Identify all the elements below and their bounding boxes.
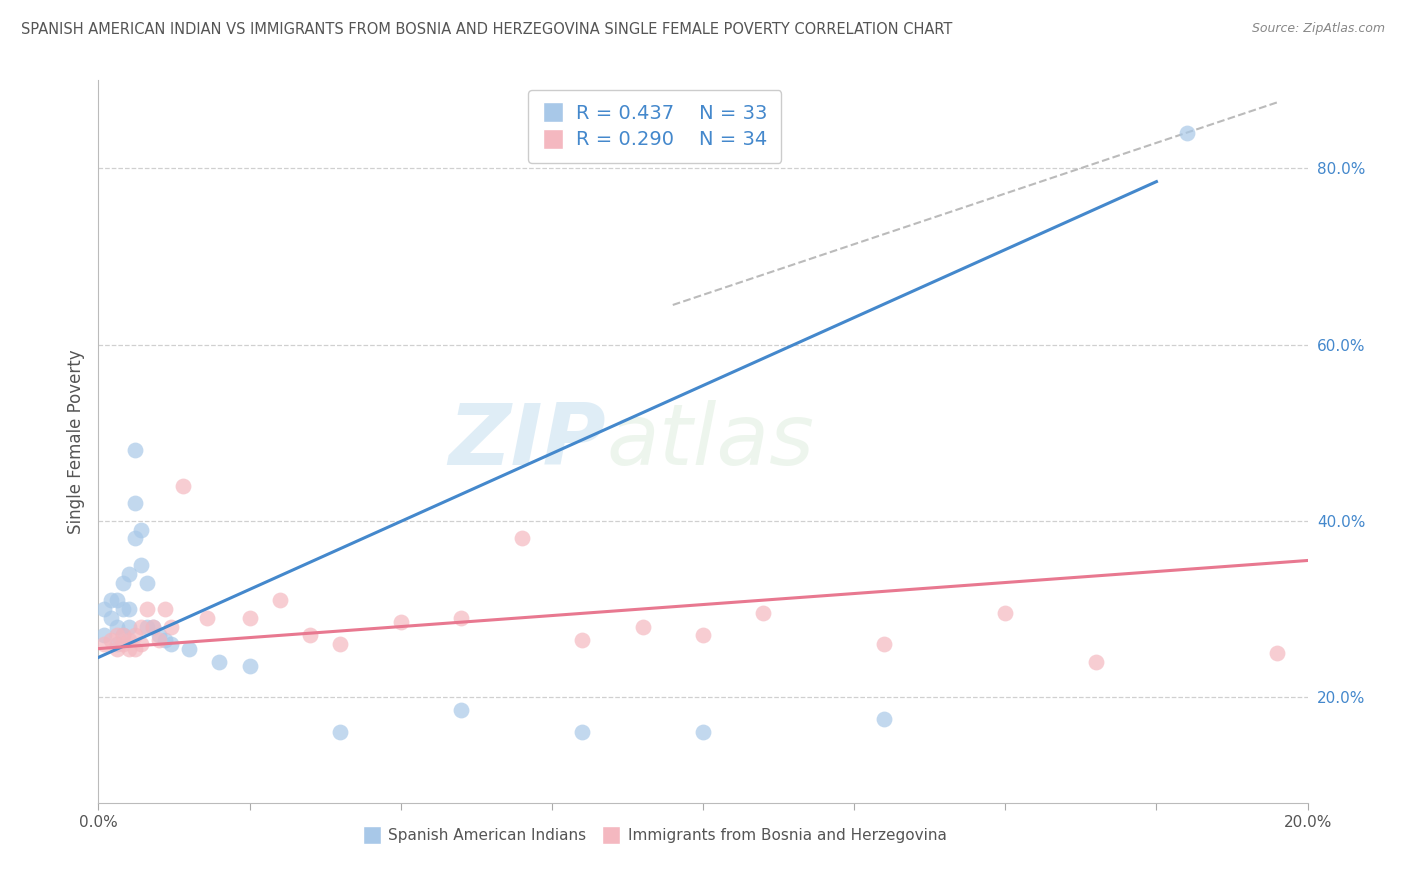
Point <box>105 628 128 642</box>
Legend: Spanish American Indians, Immigrants from Bosnia and Herzegovina: Spanish American Indians, Immigrants fro… <box>356 822 953 849</box>
Y-axis label: Single Female Poverty: Single Female Poverty <box>66 350 84 533</box>
Point <box>389 615 412 630</box>
Point <box>111 637 134 651</box>
Point <box>571 632 593 647</box>
Point <box>100 611 122 625</box>
Point <box>239 659 262 673</box>
Point <box>100 632 122 647</box>
Point <box>124 496 146 510</box>
Point <box>135 602 157 616</box>
Point <box>118 632 141 647</box>
Point <box>111 628 134 642</box>
Point <box>118 641 141 656</box>
Point <box>153 632 176 647</box>
Point <box>129 523 152 537</box>
Point <box>195 611 218 625</box>
Point <box>571 725 593 739</box>
Point <box>1085 655 1108 669</box>
Point <box>148 628 170 642</box>
Text: Source: ZipAtlas.com: Source: ZipAtlas.com <box>1251 22 1385 36</box>
Point <box>124 532 146 546</box>
Point <box>118 602 141 616</box>
Point <box>208 655 231 669</box>
Point <box>873 712 896 726</box>
Point <box>105 619 128 633</box>
Point <box>172 478 194 492</box>
Text: ZIP: ZIP <box>449 400 606 483</box>
Point <box>105 637 128 651</box>
Point <box>142 619 165 633</box>
Point <box>873 637 896 651</box>
Point <box>129 637 152 651</box>
Point <box>129 558 152 572</box>
Point <box>111 602 134 616</box>
Point <box>135 575 157 590</box>
Point <box>450 703 472 717</box>
Point <box>631 619 654 633</box>
Point <box>299 628 322 642</box>
Point <box>124 443 146 458</box>
Point <box>450 611 472 625</box>
Point <box>1175 126 1198 140</box>
Point <box>752 607 775 621</box>
Point <box>239 611 262 625</box>
Point <box>1267 646 1289 660</box>
Point <box>111 628 134 642</box>
Point <box>105 641 128 656</box>
Point <box>692 628 714 642</box>
Point <box>135 619 157 633</box>
Point <box>160 619 183 633</box>
Point <box>329 637 352 651</box>
Point <box>160 637 183 651</box>
Point <box>269 593 291 607</box>
Point <box>93 637 115 651</box>
Point <box>111 575 134 590</box>
Point <box>692 725 714 739</box>
Text: SPANISH AMERICAN INDIAN VS IMMIGRANTS FROM BOSNIA AND HERZEGOVINA SINGLE FEMALE : SPANISH AMERICAN INDIAN VS IMMIGRANTS FR… <box>21 22 952 37</box>
Point <box>105 593 128 607</box>
Point <box>142 619 165 633</box>
Point <box>329 725 352 739</box>
Text: atlas: atlas <box>606 400 814 483</box>
Point <box>994 607 1017 621</box>
Point <box>93 628 115 642</box>
Point <box>118 619 141 633</box>
Point <box>93 602 115 616</box>
Point <box>129 619 152 633</box>
Point <box>124 628 146 642</box>
Point <box>148 632 170 647</box>
Point <box>510 532 533 546</box>
Point <box>153 602 176 616</box>
Point <box>100 593 122 607</box>
Point <box>124 641 146 656</box>
Point <box>179 641 201 656</box>
Point <box>118 566 141 581</box>
